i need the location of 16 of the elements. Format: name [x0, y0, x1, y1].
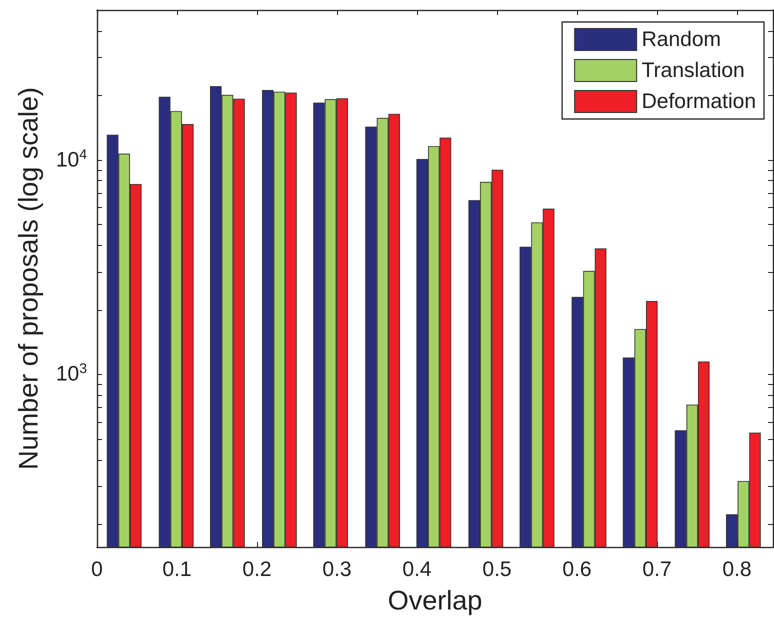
legend-label: Translation — [642, 59, 745, 82]
x-tick-label: 0.2 — [242, 558, 272, 581]
y-tick-label: 10$^{4}$ — [56, 146, 87, 172]
x-tick-label: 0 — [91, 558, 103, 581]
y-tick-label: 10$^{3}$ — [56, 360, 87, 386]
legend-label: Deformation — [642, 90, 756, 113]
y-axis-title: Number of proposals (log scale) — [14, 87, 44, 470]
x-tick-label: 0.1 — [162, 558, 192, 581]
x-tick-label: 0.5 — [482, 558, 512, 581]
x-tick-label: 0.7 — [642, 558, 672, 581]
x-tick-label: 0.8 — [722, 558, 752, 581]
x-tick-label: 0.6 — [562, 558, 592, 581]
x-tick-label: 0.4 — [402, 558, 432, 581]
x-axis-title: Overlap — [388, 586, 482, 616]
x-tick-label: 0.3 — [322, 558, 352, 581]
legend-label: Random — [642, 28, 722, 51]
